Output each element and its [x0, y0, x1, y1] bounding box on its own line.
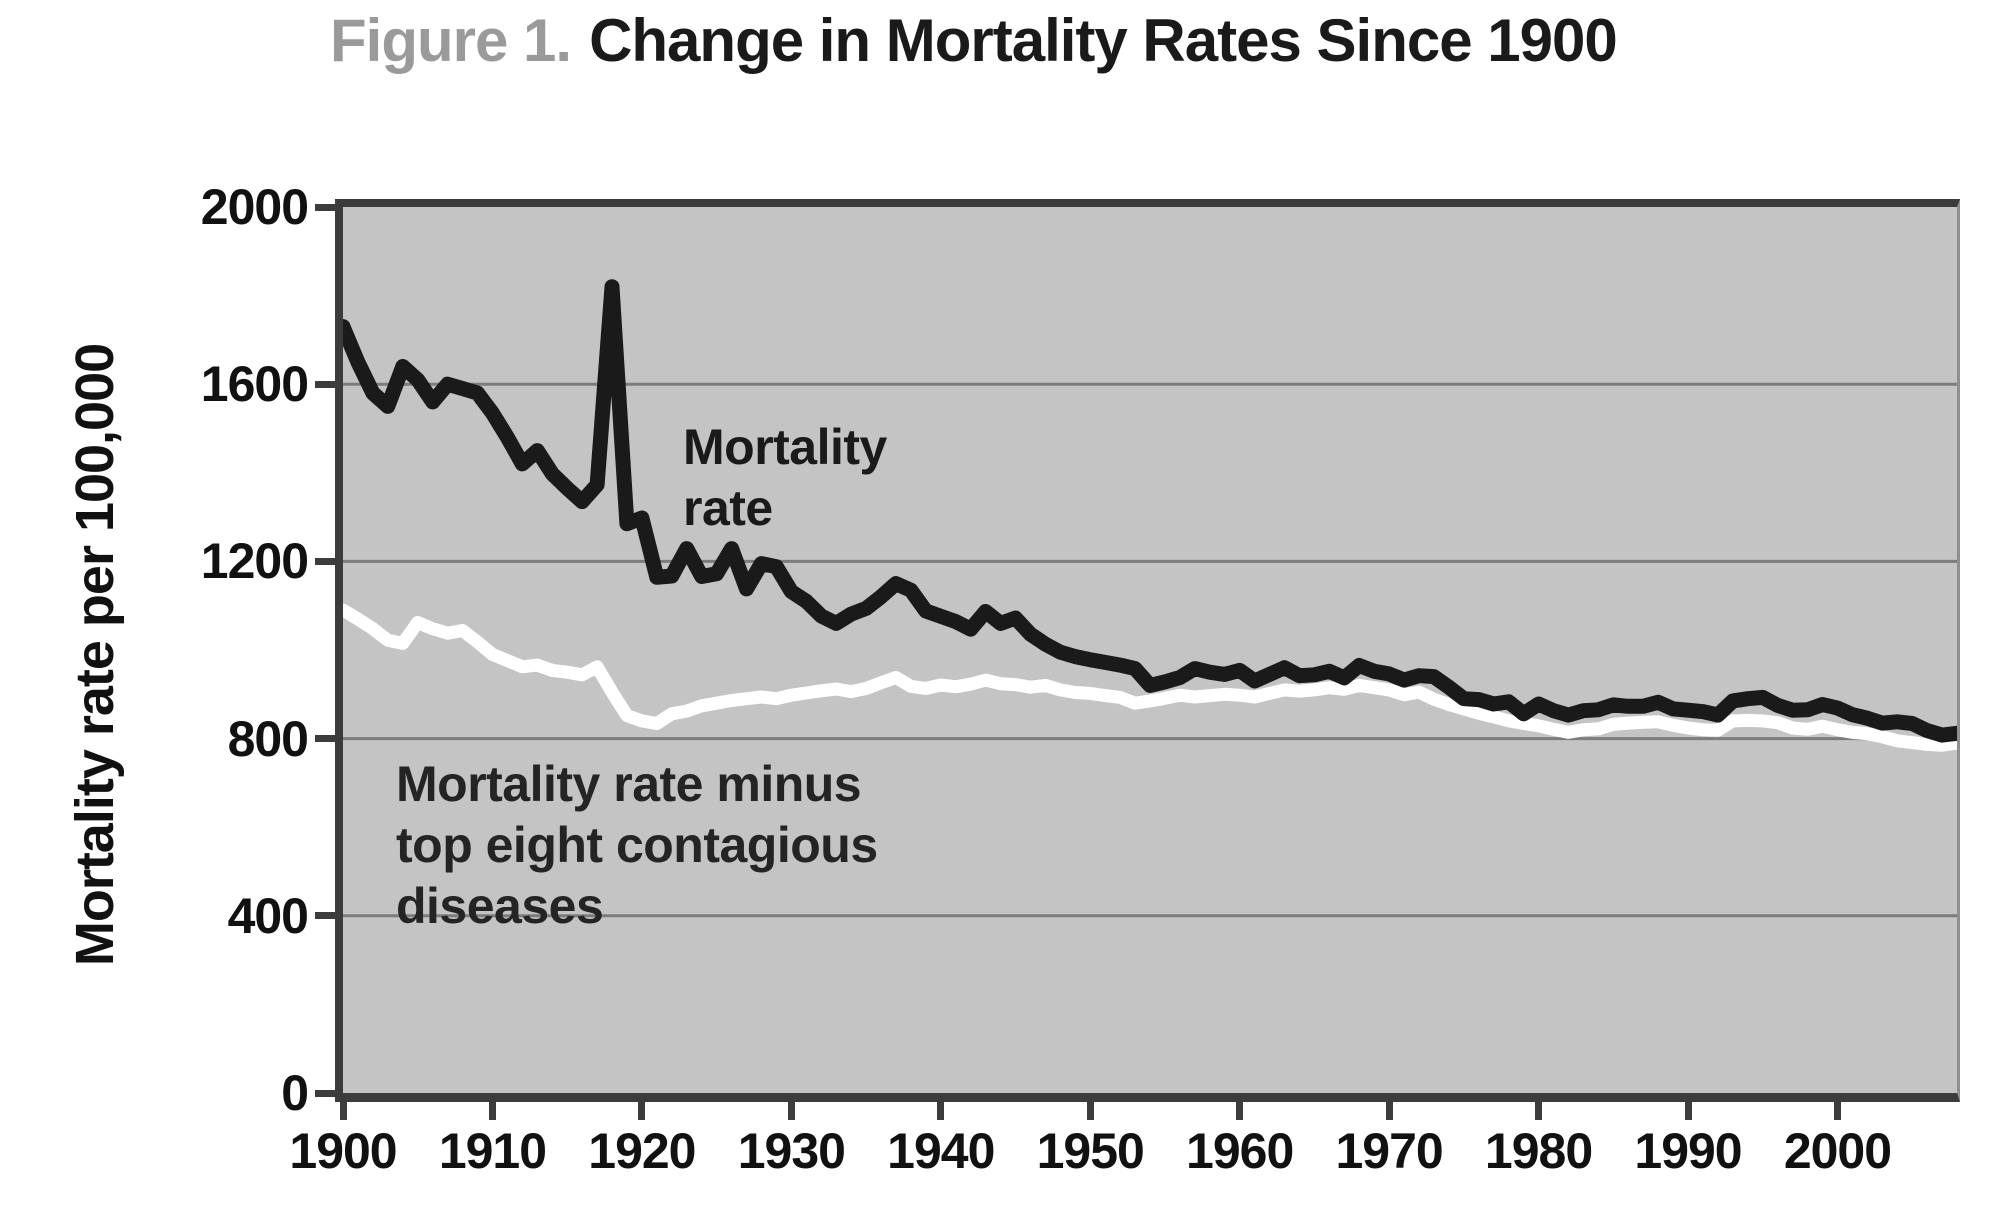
- x-tick-label: 1990: [1634, 1123, 1742, 1179]
- y-axis-title: Mortality rate per 100,000: [65, 343, 125, 967]
- x-tick-label: 1980: [1484, 1123, 1593, 1179]
- y-axis-tick: [315, 557, 335, 565]
- x-tick-label: 1910: [438, 1123, 547, 1179]
- minus-contagious-line: [343, 603, 1957, 752]
- plot-area: [335, 199, 1960, 1102]
- chart-title-prefix: Figure 1.: [330, 7, 572, 74]
- y-axis-tick: [315, 735, 335, 743]
- y-tick-label: 1600: [200, 356, 309, 413]
- x-axis-tick: [1385, 1102, 1393, 1120]
- x-axis-tick: [1086, 1102, 1094, 1120]
- x-axis-tick: [1684, 1102, 1692, 1120]
- x-tick-label: 2000: [1783, 1123, 1892, 1179]
- y-tick-label: 1200: [200, 533, 309, 590]
- y-tick-label: 2000: [200, 179, 309, 235]
- y-axis-tick: [315, 1089, 335, 1097]
- x-tick-label: 1970: [1335, 1123, 1443, 1179]
- x-tick-label: 1950: [1036, 1123, 1145, 1179]
- x-axis-tick: [638, 1102, 646, 1120]
- x-axis-tick: [937, 1102, 945, 1120]
- x-axis-tick: [1833, 1102, 1841, 1120]
- y-axis-tick: [315, 203, 335, 211]
- chart-title: Figure 1. Change in Mortality Rates Since…: [330, 6, 1618, 75]
- x-axis-tick: [488, 1102, 496, 1120]
- x-tick-label: 1900: [289, 1123, 397, 1179]
- x-axis-tick: [787, 1102, 795, 1120]
- y-axis-tick: [315, 912, 335, 920]
- minus-contagious-line-label: Mortality rate minus top eight contagiou…: [396, 756, 878, 934]
- mortality-rate-line: [343, 279, 1957, 743]
- x-axis-tick: [339, 1102, 347, 1120]
- y-tick-label: 800: [227, 710, 309, 767]
- y-axis-tick: [315, 380, 335, 388]
- mortality-rate-line-label: Mortality rate: [683, 419, 887, 536]
- x-tick-label: 1940: [887, 1123, 995, 1179]
- chart-canvas: [343, 279, 1957, 918]
- y-tick-label: 0: [281, 1065, 309, 1121]
- y-tick-label: 400: [227, 887, 309, 944]
- x-tick-label: 1920: [588, 1123, 696, 1179]
- x-tick-label: 1930: [737, 1123, 846, 1179]
- x-tick-label: 1960: [1186, 1123, 1294, 1179]
- x-axis-tick: [1535, 1102, 1543, 1120]
- chart-title-text: Change in Mortality Rates Since 1900: [589, 7, 1618, 74]
- x-axis-tick: [1236, 1102, 1244, 1120]
